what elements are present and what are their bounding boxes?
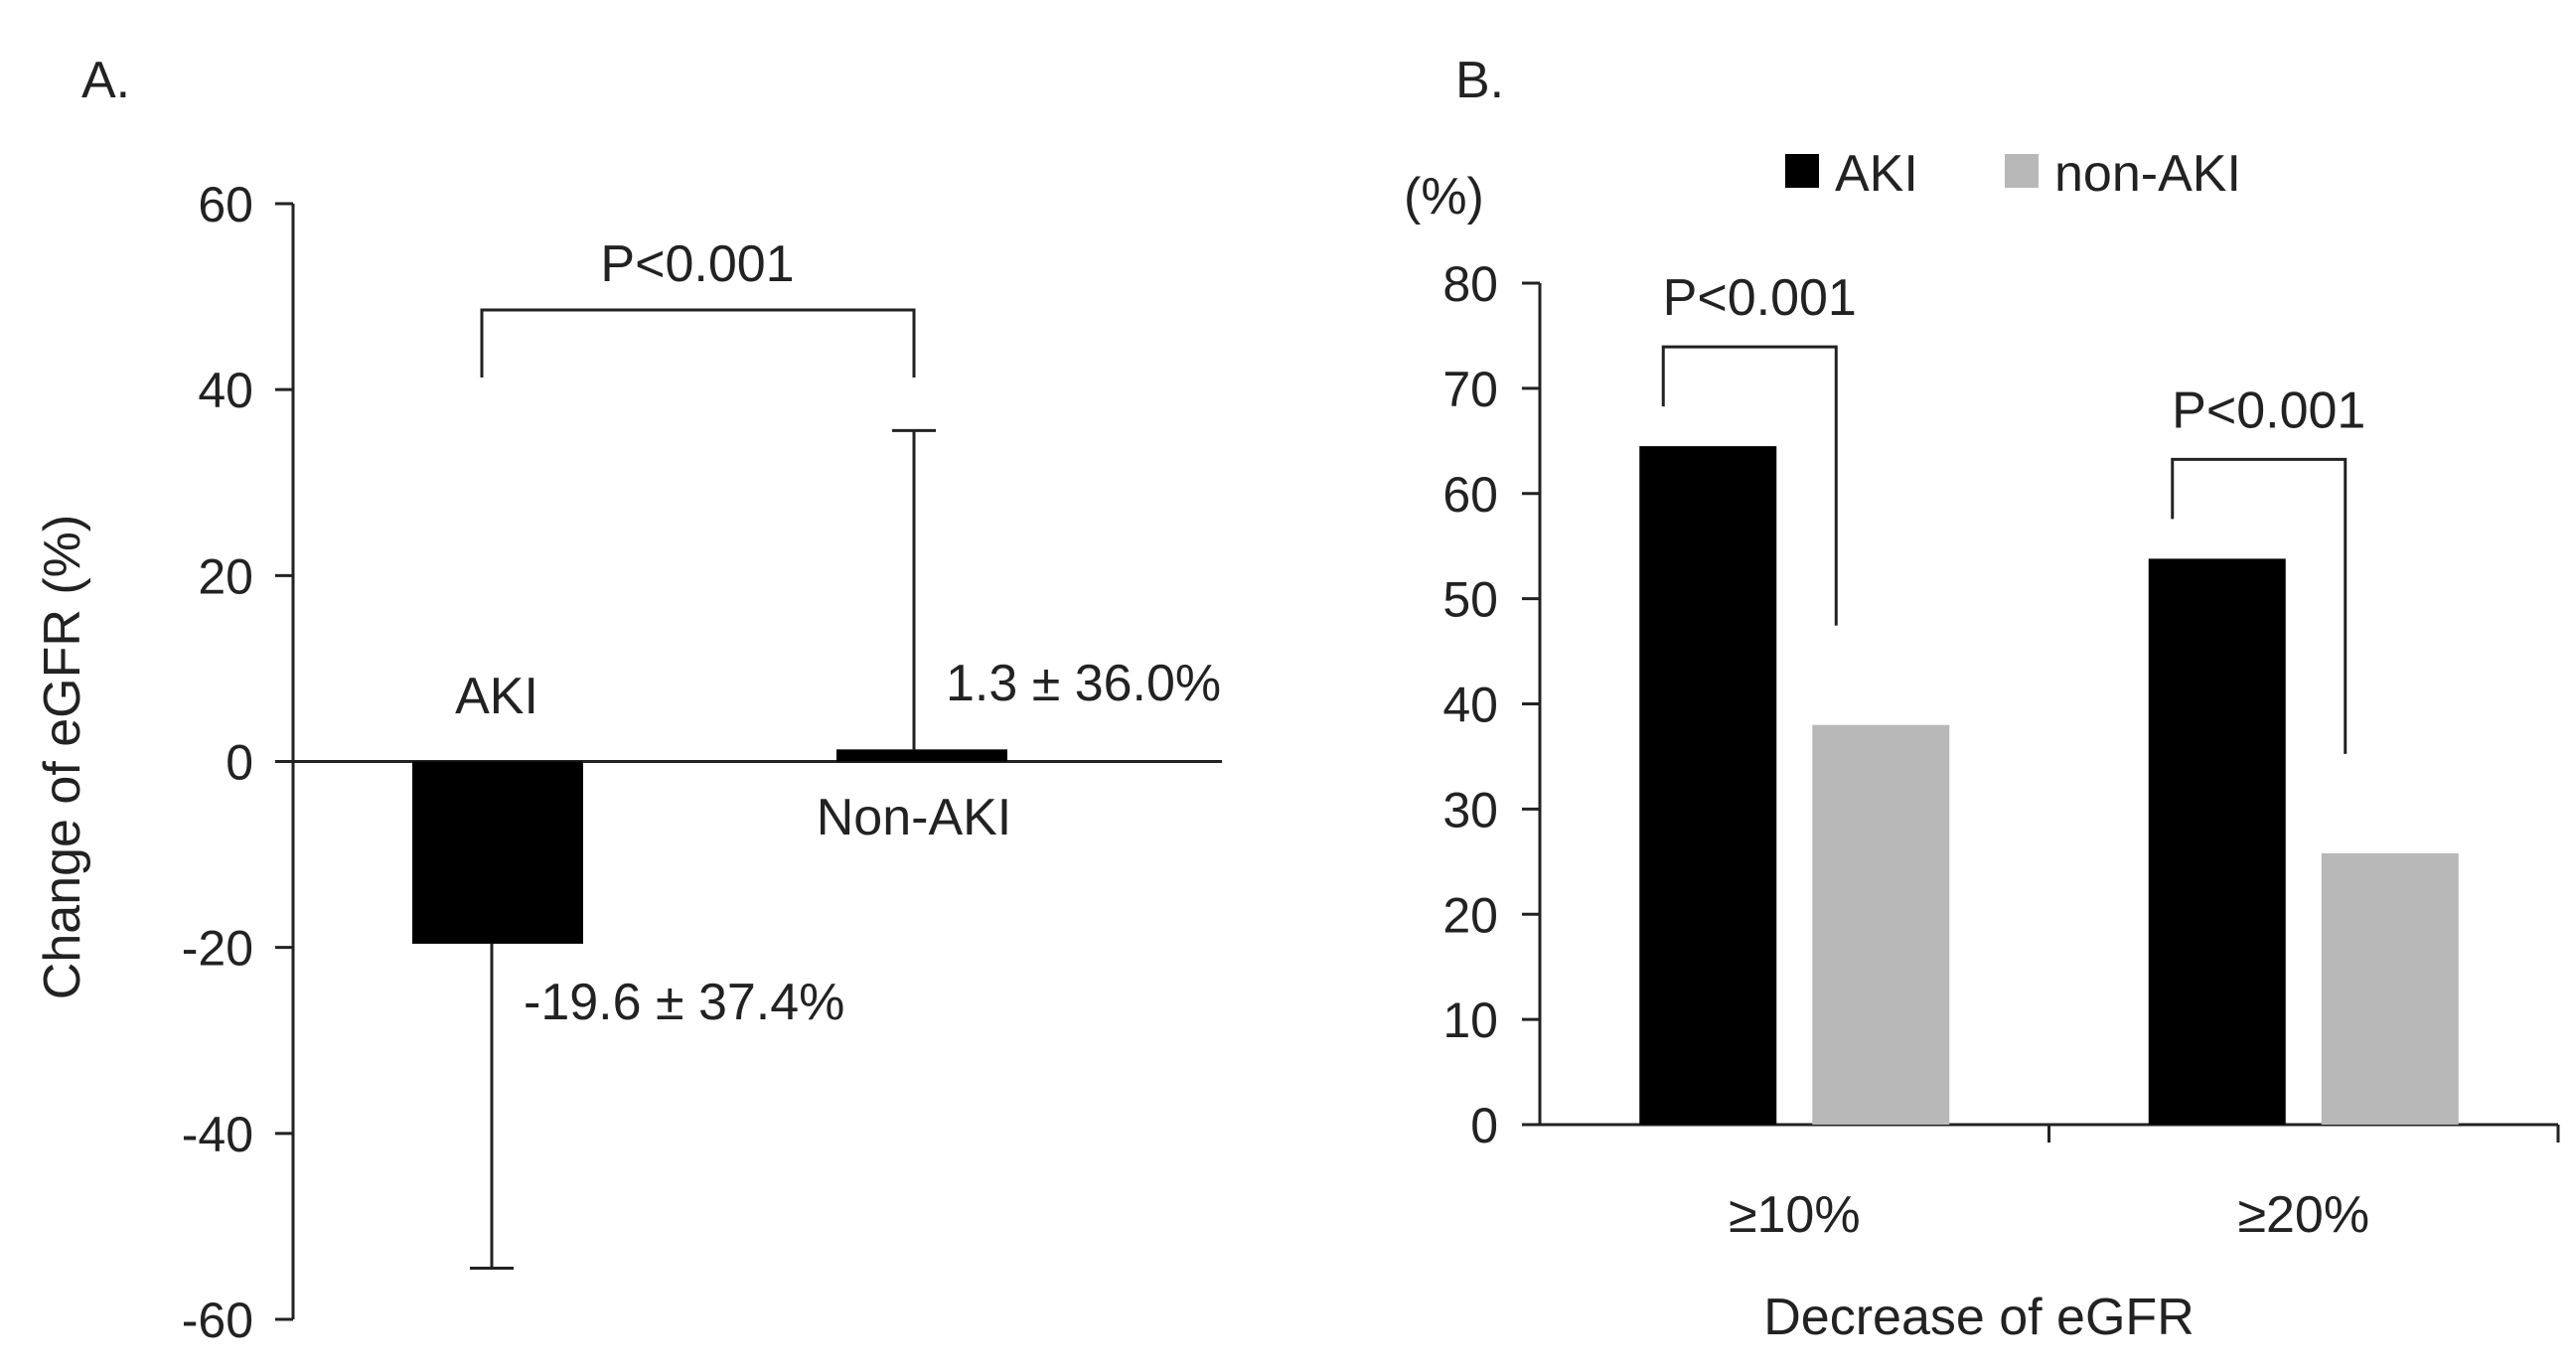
panel-a-y-tick-label: 0 [226, 735, 253, 791]
panel-b-legend-swatch-1 [1785, 154, 1819, 188]
panel-b-legend-label: AKI [1835, 145, 1918, 203]
panel-b-unit-label: (%) [1404, 168, 1484, 226]
panel-a-pvalue: P<0.001 [600, 235, 794, 293]
panel-b-y-tick-label: 60 [1442, 467, 1498, 523]
panel-a-y-tick-label: -60 [182, 1293, 253, 1348]
panel-a-bar-aki [412, 761, 583, 944]
panel-b-legend-label: non-AKI [2054, 145, 2241, 203]
panel-a-bar-non-aki [836, 749, 1007, 762]
panel-a-annotation-non-aki: 1.3 ± 36.0% [946, 655, 1221, 712]
panel-b-y-tick-label: 10 [1442, 992, 1498, 1048]
panel-b-y-tick-label: 80 [1442, 256, 1498, 312]
panel-a-y-tick-label: -40 [182, 1107, 253, 1162]
panel-a-category-label: AKI [455, 668, 538, 725]
panel-b-significance-bracket [1661, 345, 1838, 626]
panel-b-bar-aki-1 [1639, 446, 1777, 1125]
panel-b-pvalue: P<0.001 [2172, 381, 2365, 439]
panel-b-bar-non-aki-2 [2321, 852, 2459, 1125]
panel-b-y-tick-label: 50 [1442, 572, 1498, 628]
panel-b-y-tick-label: 30 [1442, 782, 1498, 838]
panel-b-y-tick-label: 20 [1442, 887, 1498, 943]
panel-b-bar-non-aki-1 [1812, 724, 1950, 1125]
panel-a-category-label: Non-AKI [817, 789, 1012, 846]
panel-b-bar-aki-2 [2148, 558, 2286, 1125]
panel-b-x-tick-label: ≥10% [1729, 1186, 1861, 1244]
panel-a-y-tick-label: -20 [182, 921, 253, 977]
panel-b-chart: 0 10 20 30 40 50 60 70 80 ≥10% P<0.001 ≥20% P<0.001 A… [1442, 145, 2560, 1244]
panel-b-pvalue: P<0.001 [1663, 269, 1857, 327]
panel-a-y-tick-label: 40 [198, 363, 253, 418]
panel-b-significance-bracket [2171, 457, 2348, 754]
panel-b-y-tick-label: 70 [1442, 362, 1498, 417]
panel-b-label: B. [1455, 52, 1504, 109]
panel-b-xlabel: Decrease of eGFR [1763, 1289, 2195, 1346]
panel-a-label: A. [81, 52, 130, 109]
panel-a-ylabel: Change of eGFR (%) [34, 515, 91, 999]
panel-a-chart: -60 -40 -20 0 20 40 60 AKI Non-AKI -19.6 ± 37.4% 1… [182, 177, 1222, 1348]
panel-a-annotation-aki: -19.6 ± 37.4% [524, 974, 844, 1031]
panel-a-y-tick-label: 60 [198, 177, 253, 232]
panel-b-legend-swatch-2 [2005, 154, 2039, 188]
panel-a-significance-bracket [480, 308, 916, 378]
panel-b-x-tick-label: ≥20% [2237, 1186, 2369, 1244]
panel-b-y-tick-label: 40 [1442, 678, 1498, 733]
panel-a-y-tick-label: 20 [198, 548, 253, 604]
panel-b-y-tick-label: 0 [1470, 1098, 1498, 1153]
